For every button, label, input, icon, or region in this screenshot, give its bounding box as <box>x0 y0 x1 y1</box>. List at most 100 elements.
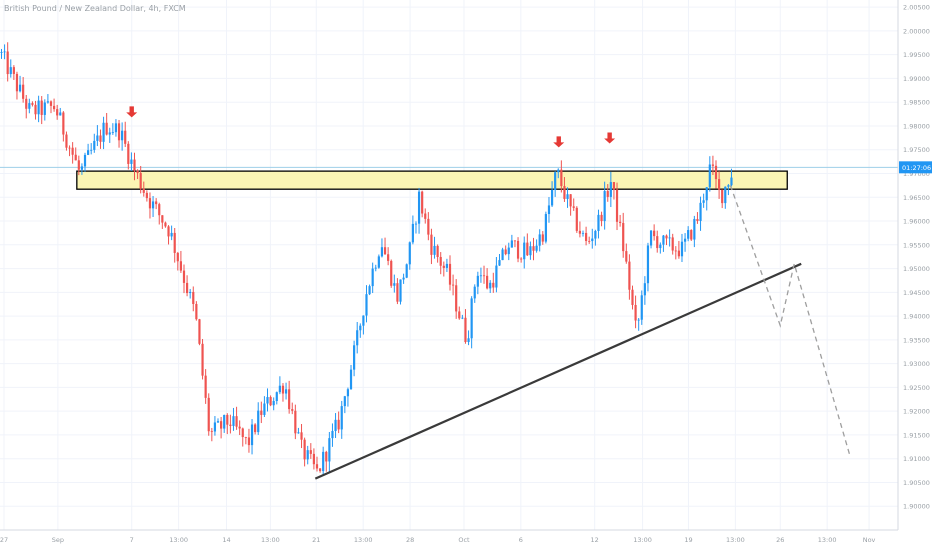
candle-body-223 <box>690 230 693 240</box>
candle-body-159 <box>492 282 495 288</box>
candle-body-46 <box>142 188 145 193</box>
candle-body-109 <box>337 419 340 430</box>
candle-body-75 <box>232 416 235 426</box>
candle-body-141 <box>436 245 439 257</box>
candle-body-171 <box>529 246 532 256</box>
y-axis: 2.00500 2.00000 1.99500 1.99000 1.98500 1.980… <box>897 0 932 550</box>
candle-body-140 <box>433 245 436 255</box>
candle-body-64 <box>198 319 201 344</box>
candle-body-97 <box>300 432 303 440</box>
y-tick-label-11: 1.95000 <box>903 265 930 273</box>
candle-body-123 <box>380 247 384 257</box>
y-tick-label-20: 1.90500 <box>903 479 930 487</box>
x-tick-label-4: 14 <box>222 536 230 544</box>
candle-body-233 <box>721 189 724 204</box>
candle-body-234 <box>724 186 727 204</box>
candle-body-176 <box>544 214 547 242</box>
candle-body-92 <box>284 389 288 394</box>
x-tick-label-2: 7 <box>130 536 134 544</box>
candle-body-96 <box>297 432 300 434</box>
candle-body-177 <box>547 205 551 215</box>
candle-body-167 <box>516 240 520 259</box>
candle-body-108 <box>334 419 337 431</box>
candle-body-173 <box>535 245 538 251</box>
candle-body-226 <box>699 202 702 221</box>
candle-body-195 <box>603 191 606 222</box>
x-tick-label-8: 28 <box>406 536 414 544</box>
candle-body-154 <box>476 275 479 287</box>
chart-title: British Pound / New Zealand Dollar, 4h, … <box>4 4 186 13</box>
candle-body-106 <box>328 438 331 462</box>
y-tick-label-9: 1.96000 <box>903 218 930 226</box>
y-tick-label-18: 1.91500 <box>903 431 930 439</box>
candle-body-52 <box>161 215 164 223</box>
candle-body-15 <box>46 101 49 103</box>
candle-body-122 <box>377 256 380 268</box>
candle-body-77 <box>238 426 241 429</box>
candle-body-121 <box>374 267 377 269</box>
candle-body-33 <box>102 122 105 142</box>
candle-body-188 <box>581 232 585 234</box>
candle-body-148 <box>458 311 461 319</box>
candle-body-197 <box>609 182 612 197</box>
candle-body-35 <box>108 132 111 135</box>
candle-body-24 <box>74 154 77 161</box>
y-tick-label-15: 1.93000 <box>903 360 930 368</box>
candle-body-156 <box>482 275 486 277</box>
candle-body-27 <box>83 154 87 167</box>
candle-body-169 <box>523 242 526 260</box>
candle-body-225 <box>696 218 699 221</box>
candle-body-119 <box>368 286 371 295</box>
candle-body-222 <box>687 230 690 239</box>
candle-body-201 <box>622 222 625 252</box>
candle-body-181 <box>560 169 563 187</box>
y-tick-label-19: 1.91000 <box>903 455 930 463</box>
candle-body-56 <box>173 232 176 253</box>
candle-body-83 <box>257 410 260 433</box>
y-tick-label-5: 1.98000 <box>903 122 930 130</box>
candle-body-47 <box>145 192 148 199</box>
candle-body-115 <box>356 330 359 346</box>
candle-body-81 <box>250 424 254 446</box>
candle-body-221 <box>683 238 687 242</box>
x-tick-label-6: 21 <box>312 536 320 544</box>
x-tick-label-3: 13:00 <box>169 536 188 544</box>
candle-body-182 <box>563 186 566 199</box>
candle-body-236 <box>730 177 733 186</box>
candle-body-145 <box>448 263 452 285</box>
candle-body-19 <box>59 112 62 116</box>
y-tick-label-16: 1.92500 <box>903 384 930 392</box>
candle-body-142 <box>439 256 442 266</box>
candle-body-130 <box>402 277 405 280</box>
candle-body-50 <box>155 201 158 205</box>
candle-body-6 <box>18 84 22 92</box>
y-tick-label-1: 2.00000 <box>903 27 930 35</box>
candle-body-71 <box>220 421 223 429</box>
candle-body-17 <box>52 105 56 110</box>
down-arrow-2 <box>604 132 616 144</box>
candle-body-3 <box>9 67 12 75</box>
x-tick-label-9: Oct <box>458 536 470 544</box>
candle-body-67 <box>207 397 210 432</box>
trendline <box>314 262 802 480</box>
candle-body-88 <box>272 401 275 406</box>
candle-body-110 <box>340 406 343 430</box>
candle-body-49 <box>151 201 155 209</box>
candle-body-210 <box>649 230 653 246</box>
candle-body-187 <box>578 230 582 234</box>
y-tick-label-12: 1.94500 <box>903 289 930 297</box>
candle-body-22 <box>68 147 71 149</box>
candle-body-89 <box>275 392 278 402</box>
candle-body-95 <box>294 410 297 434</box>
candle-body-219 <box>677 250 680 257</box>
candle-body-118 <box>365 294 368 316</box>
x-axis: 27 Sep 7 13:00 14 13:00 21 13:00 28 Oct 6 12 13:00 19… <box>0 529 932 550</box>
candle-body-228 <box>705 187 708 201</box>
candle-body-21 <box>65 134 68 148</box>
x-tick-label-0: 27 <box>0 536 8 544</box>
y-tick-label-4: 1.98500 <box>903 99 930 107</box>
candle-body-212 <box>656 236 659 249</box>
candle-body-73 <box>226 414 229 425</box>
candle-body-55 <box>170 232 173 237</box>
candle-body-200 <box>619 221 622 223</box>
